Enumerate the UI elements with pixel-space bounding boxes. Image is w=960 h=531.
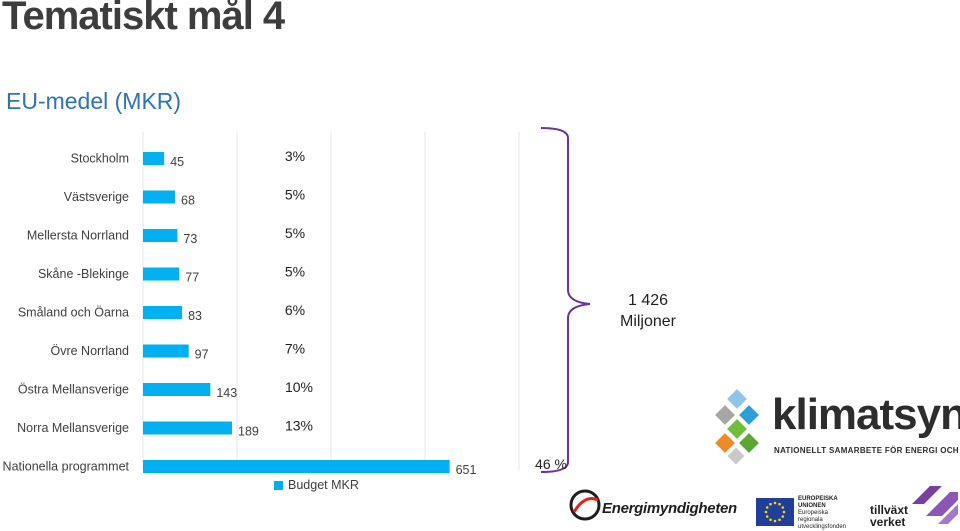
eu-star-icon (781, 506, 785, 509)
bar (143, 344, 189, 358)
bar (143, 152, 165, 165)
category-label: Nationella programmet (3, 460, 130, 474)
value-label: 83 (188, 309, 202, 323)
category-label: Övre Norrland (51, 344, 130, 358)
eu-star-icon (782, 510, 786, 514)
value-label: 77 (185, 271, 199, 285)
total-value: 1 426 (627, 292, 669, 309)
eu-star-icon (764, 510, 768, 514)
eu-logo: EUROPEISKA UNIONEN Europeiska regionala … (756, 496, 856, 531)
tillvaxtverket-line2: verket (870, 515, 906, 529)
share-label: 10% (285, 379, 313, 395)
value-label: 45 (170, 155, 184, 169)
eu-star-icon (773, 501, 777, 505)
eu-star-icon (769, 502, 772, 506)
bar (143, 190, 176, 204)
klimatsynk-wordmark: klimatsynk (772, 390, 960, 439)
page-title: Tematiskt mål 4 (2, 0, 285, 38)
eu-star-icon (765, 515, 769, 518)
category-label: Östra Mellansverige (18, 383, 129, 397)
total-unit: Miljoner (619, 313, 676, 330)
share-label: 6% (285, 302, 305, 318)
category-label: Västsverige (64, 190, 129, 204)
eu-text-line2: UNIONEN (798, 503, 826, 509)
eu-text-line4: regionala (798, 517, 823, 523)
value-label: 97 (195, 348, 209, 362)
klimatsynk-logo: klimatsynk NATIONELLT SAMARBETE FÖR ENER… (712, 388, 960, 468)
tillvaxtverket-logo: tillväxt verket (868, 484, 960, 528)
chart-subtitle: EU-medel (MKR) (6, 88, 182, 114)
total-bracket (540, 127, 591, 473)
eu-text-line3: Europeiska (798, 510, 829, 516)
energimyndigheten-swoosh-icon (569, 489, 601, 521)
category-label: Norra Mellansverige (17, 421, 129, 435)
bar (143, 267, 180, 281)
value-label: 189 (238, 425, 259, 439)
bar (143, 460, 450, 473)
share-label: 3% (285, 148, 305, 164)
bar (143, 306, 183, 319)
eu-star-icon (778, 518, 781, 522)
category-label: Skåne -Blekinge (38, 267, 129, 281)
eu-text-line1: EUROPEISKA (798, 496, 838, 502)
share-label: 5% (285, 264, 305, 280)
klimatsynk-cubes-icon (715, 389, 759, 465)
eu-text-line5: utvecklingsfonden (798, 524, 847, 530)
bar (143, 421, 233, 435)
eu-star-icon (765, 506, 769, 509)
energimyndigheten-wordmark: Energimyndigheten (602, 500, 737, 517)
share-label: 7% (285, 341, 305, 357)
eu-text: EUROPEISKA UNIONEN Europeiska regionala … (798, 496, 846, 531)
share-label: 13% (285, 418, 313, 434)
eu-star-icon (773, 519, 777, 523)
value-label: 73 (183, 232, 197, 246)
value-label: 143 (216, 386, 237, 400)
total-annotation: 1 426 Miljoner (600, 290, 696, 332)
category-label: Mellersta Norrland (27, 229, 129, 243)
bar (143, 383, 211, 396)
eu-star-icon (778, 502, 781, 506)
share-label: 5% (285, 225, 305, 241)
tillvaxtverket-line1: tillväxt (870, 503, 909, 517)
eu-flag-icon (756, 498, 794, 526)
bar (143, 229, 178, 242)
chart-legend: Budget MKR (274, 478, 359, 492)
category-label: Stockholm (71, 152, 129, 166)
legend-swatch (274, 480, 283, 490)
tillvaxtverket-wordmark: tillväxt verket (870, 504, 908, 528)
share-label: 46 % (535, 456, 567, 472)
legend-label: Budget MKR (288, 478, 359, 492)
eu-star-icon (769, 518, 772, 522)
value-label: 68 (181, 194, 195, 208)
share-label: 5% (285, 187, 305, 203)
eu-star-icon (781, 515, 785, 518)
tillvaxtverket-chevron-icon (912, 486, 958, 524)
klimatsynk-tagline: NATIONELLT SAMARBETE FÖR ENERGI OCH KLIM… (774, 446, 960, 455)
energimyndigheten-logo: Energimyndigheten (568, 486, 737, 524)
value-label: 651 (456, 463, 477, 477)
category-label: Småland och Öarna (18, 306, 129, 320)
